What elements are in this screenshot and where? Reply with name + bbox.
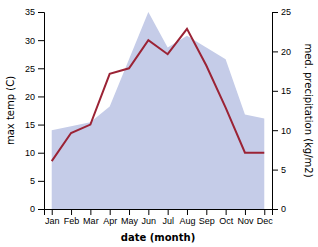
- tick-mark: [187, 209, 188, 215]
- tick: 25: [25, 64, 44, 74]
- tick-label: 5: [30, 176, 35, 186]
- tick-mark: [90, 209, 91, 215]
- tick-label: Sep: [199, 216, 215, 226]
- tick: Mar: [83, 209, 99, 226]
- axis-line: [273, 13, 279, 210]
- tick-label: 10: [281, 126, 291, 136]
- tick: 0: [30, 204, 44, 214]
- line: [52, 29, 265, 161]
- tick: Feb: [64, 209, 80, 226]
- tick: 5: [272, 165, 286, 175]
- tick: Apr: [103, 209, 117, 226]
- tick-mark: [272, 12, 278, 13]
- tick-label: 25: [25, 64, 35, 74]
- tick-mark: [272, 91, 278, 92]
- tick: Jul: [162, 209, 174, 226]
- tick-label: 10: [25, 148, 35, 158]
- tick-label: 20: [25, 92, 35, 102]
- tick-mark: [110, 209, 111, 215]
- tick-label: 0: [281, 204, 286, 214]
- tick-mark: [71, 209, 72, 215]
- tick-mark: [272, 51, 278, 52]
- y2-axis-title: med. precipitation (kg/m2): [303, 43, 314, 177]
- plot: Jan FebMar Apr MayJun Jul Aug Sep OctNovDec 0 5 10…: [25, 7, 291, 226]
- tick-label: Jan: [45, 216, 60, 226]
- tick-label: 25: [281, 7, 291, 17]
- tick-mark: [38, 96, 44, 97]
- marks: [52, 12, 265, 209]
- tick-label: 5: [281, 165, 286, 175]
- tick-mark: [38, 153, 44, 154]
- tick-label: 20: [281, 47, 291, 57]
- tick-mark: [272, 209, 278, 210]
- tick-label: Apr: [103, 216, 117, 226]
- tick-label: Dec: [257, 216, 274, 226]
- tick-label: 35: [25, 7, 35, 17]
- tick: Nov: [237, 209, 254, 226]
- tick-label: Jul: [162, 216, 174, 226]
- tick-mark: [272, 130, 278, 131]
- tick-label: Feb: [64, 216, 80, 226]
- tick: 35: [25, 7, 44, 17]
- tick-mark: [206, 209, 207, 215]
- tick: Sep: [199, 209, 215, 226]
- tick-mark: [38, 12, 44, 13]
- x-axis: Jan FebMar Apr MayJun Jul Aug Sep OctNovDec: [45, 209, 274, 226]
- tick: Jan: [45, 209, 60, 226]
- y2-axis: 0 5 10 15 20 25: [272, 7, 291, 214]
- tick-mark: [168, 209, 169, 215]
- tick-mark: [129, 209, 130, 215]
- tick-label: 15: [25, 120, 35, 130]
- tick: Oct: [219, 209, 234, 226]
- tick-mark: [272, 170, 278, 171]
- tick-label: 30: [25, 36, 35, 46]
- tick-mark: [226, 209, 227, 215]
- axis-line: [38, 13, 45, 210]
- tick-mark: [38, 68, 44, 69]
- y-axis: 0 5 10 15 20 25 30 35: [25, 7, 45, 214]
- tick: Dec: [257, 209, 274, 226]
- tick: 20: [272, 47, 291, 57]
- tick: 5: [30, 176, 44, 186]
- tick: May: [121, 209, 139, 226]
- tick-mark: [245, 209, 246, 215]
- tick: Aug: [179, 209, 195, 226]
- chart: Jan FebMar Apr MayJun Jul Aug Sep OctNovDec 0 5 10…: [0, 0, 318, 247]
- tick-mark: [38, 181, 44, 182]
- tick-mark: [148, 209, 149, 215]
- tick: 25: [272, 7, 291, 17]
- tick: Jun: [142, 209, 157, 226]
- tick-label: Nov: [237, 216, 254, 226]
- tick-mark: [38, 40, 44, 41]
- y-axis-title: max temp (C): [5, 76, 16, 145]
- tick-mark: [38, 125, 44, 126]
- tick: 10: [272, 126, 291, 136]
- tick-label: 15: [281, 86, 291, 96]
- tick: 15: [25, 120, 44, 130]
- x-axis-title: date (month): [121, 232, 195, 243]
- tick: 30: [25, 36, 44, 46]
- tick: 10: [25, 148, 44, 158]
- tick-mark: [52, 209, 53, 215]
- tick-label: Oct: [219, 216, 234, 226]
- tick-mark: [38, 209, 44, 210]
- axis-line: [45, 210, 273, 216]
- tick-label: 0: [30, 204, 35, 214]
- tick-label: Aug: [179, 216, 195, 226]
- tick: 0: [272, 204, 286, 214]
- tick-label: Jun: [142, 216, 157, 226]
- tick: 15: [272, 86, 291, 96]
- area: [52, 12, 265, 209]
- tick: 20: [25, 92, 44, 102]
- tick-label: May: [121, 216, 139, 226]
- tick-label: Mar: [83, 216, 99, 226]
- tick-mark: [264, 209, 265, 215]
